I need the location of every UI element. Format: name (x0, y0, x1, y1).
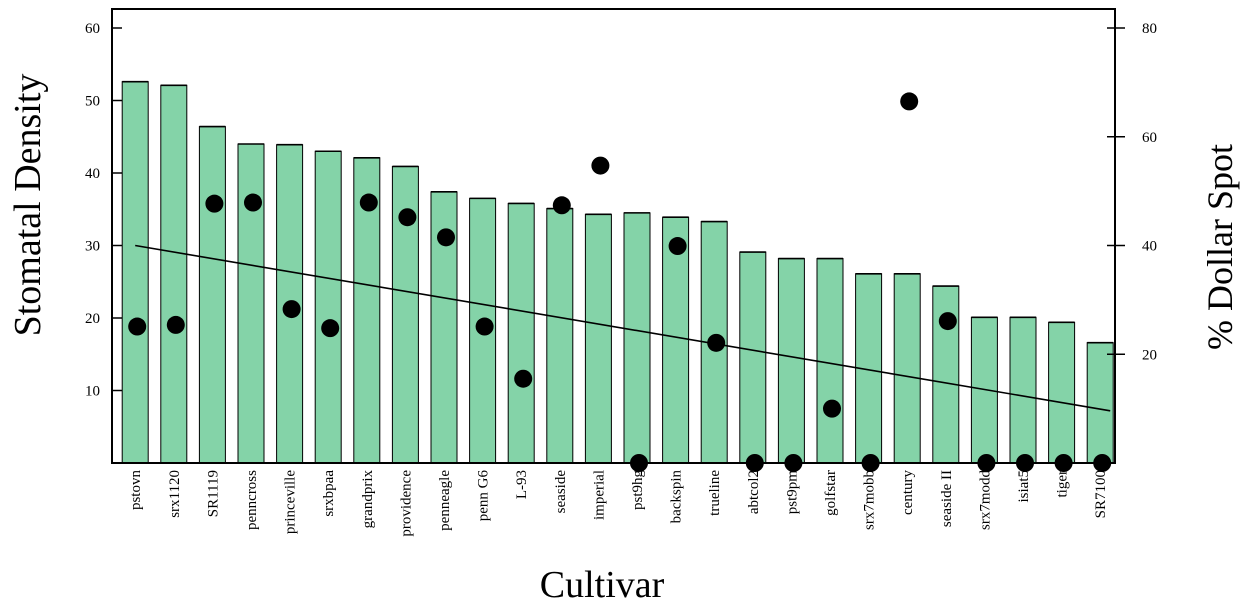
y-tick-label: 40 (85, 166, 100, 182)
x-axis-label: Cultivar (539, 564, 665, 606)
bar (160, 84, 188, 464)
category-label: golfstar (823, 470, 839, 516)
bar (237, 143, 265, 464)
category-label: trueline (707, 470, 723, 516)
y2-tick-label: 60 (1142, 130, 1157, 146)
category-label: penn G6 (476, 470, 492, 522)
bar (198, 126, 226, 464)
bar (739, 251, 767, 464)
bar (893, 273, 921, 464)
dollar-spot-point (668, 237, 687, 256)
category-label: princeville (283, 470, 299, 534)
dollar-spot-point (475, 317, 494, 336)
y-tick-label: 50 (85, 94, 100, 110)
dollar-spot-point (398, 208, 417, 227)
y2-tick-label: 80 (1142, 21, 1157, 37)
category-label: srxbpaa (321, 470, 337, 517)
bar (314, 150, 342, 464)
category-label: penncross (244, 470, 260, 530)
category-label: penneagle (437, 470, 453, 531)
category-label: pst9pm (784, 470, 800, 515)
dollar-spot-point (128, 317, 147, 336)
dollar-spot-point (514, 369, 533, 388)
dollar-spot-point (900, 92, 919, 111)
y-axis-label-right: % Dollar Spot (1200, 144, 1240, 350)
dollar-spot-point (823, 399, 841, 418)
dollar-spot-point (282, 300, 301, 319)
bar (1048, 321, 1076, 464)
category-label: tiger (1055, 470, 1071, 498)
y-tick-label: 60 (85, 21, 100, 37)
plot-frame (111, 8, 1116, 464)
category-label: century (900, 470, 916, 515)
dollar-spot-point (244, 193, 262, 212)
y2-tick-label: 20 (1142, 347, 1157, 363)
bar (584, 213, 612, 464)
bar (546, 208, 574, 464)
category-label: pst9hg (630, 470, 646, 511)
category-label: srx7modd (977, 470, 993, 531)
y2-tick-label: 40 (1142, 239, 1157, 255)
dollar-spot-point (591, 156, 610, 175)
y-tick-label: 30 (85, 239, 100, 255)
category-label: imperial (591, 470, 607, 520)
category-label: backspin (669, 470, 685, 524)
dollar-spot-point (166, 315, 185, 334)
category-label: SR1119 (205, 470, 221, 517)
bar (777, 258, 805, 464)
y-tick-label: 10 (85, 384, 100, 400)
dollar-spot-point (437, 228, 455, 247)
trend-line (135, 244, 1111, 412)
bar (662, 216, 690, 464)
dollar-spot-point (552, 196, 571, 215)
bar (623, 212, 651, 464)
category-label: srx1120 (167, 470, 183, 518)
bar (816, 258, 844, 464)
category-label: srx7mobb (862, 470, 878, 530)
category-label: seaside (553, 470, 569, 514)
category-label: providence (398, 470, 414, 537)
category-label: isiat5 (1016, 470, 1032, 503)
category-label: pstovn (128, 470, 144, 511)
category-label: grandprix (360, 470, 376, 529)
dollar-spot-point (205, 194, 224, 213)
dollar-spot-point (707, 333, 726, 352)
dollar-spot-point (359, 193, 378, 212)
dollar-spot-point (938, 312, 957, 331)
bar (507, 202, 535, 464)
y-axis-label-left: Stomatal Density (7, 73, 49, 337)
bar (1009, 316, 1037, 464)
dollar-spot-point (321, 319, 340, 338)
category-label: L-93 (514, 470, 530, 499)
y-tick-label: 20 (85, 311, 100, 327)
category-label: abtcol2 (746, 470, 762, 514)
category-label: seaside II (939, 470, 955, 527)
bar (1086, 342, 1114, 464)
bar (121, 81, 149, 464)
category-label: SR7100 (1093, 470, 1109, 518)
